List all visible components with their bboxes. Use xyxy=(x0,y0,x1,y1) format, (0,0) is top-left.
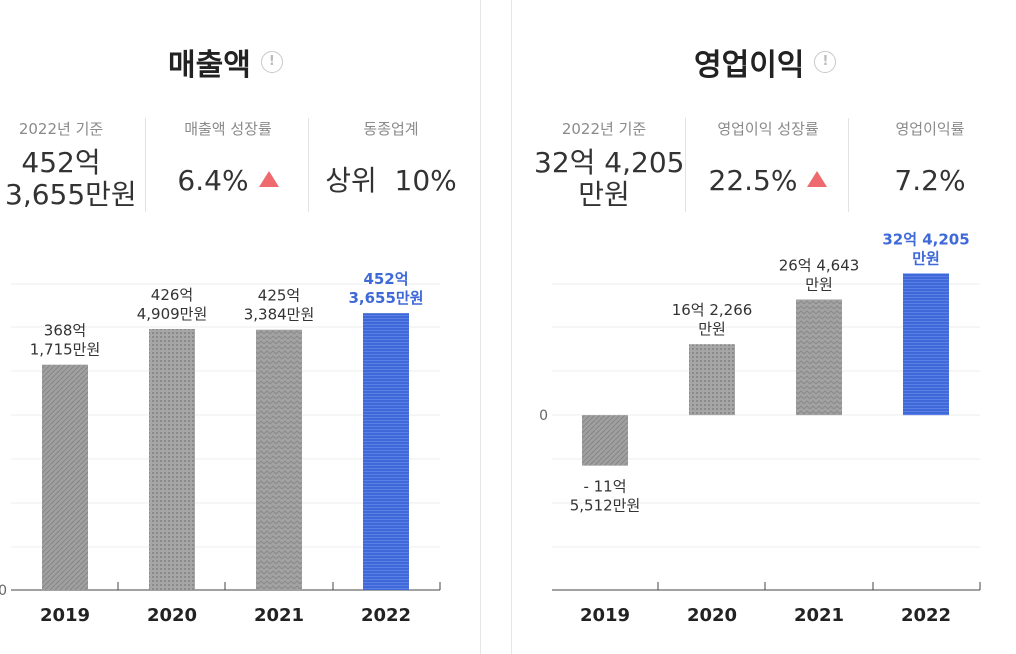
stat-label: 매출액 성장률 xyxy=(184,120,272,138)
data-label: 32억 4,205 xyxy=(882,230,969,248)
stat-label: 영업이익률 xyxy=(895,120,965,138)
x-tick-label: 2020 xyxy=(147,605,197,626)
stat-value-line: 6.4% xyxy=(177,164,249,197)
stat-label: 영업이익 성장률 xyxy=(717,120,819,138)
data-label: 425억 xyxy=(258,287,300,305)
stat-value: 6.4% xyxy=(150,165,306,197)
data-label: 16억 2,266 xyxy=(672,301,753,319)
stat-divider xyxy=(685,118,686,212)
revenue-stat-base: 2022년 기준 452억 3,655만원 xyxy=(5,118,137,211)
bar xyxy=(796,299,842,416)
data-label: 426억 xyxy=(151,286,193,304)
stat-value-line: 22.5% xyxy=(708,164,798,197)
stat-divider xyxy=(145,118,146,212)
data-label: - 11억 xyxy=(583,478,626,496)
data-label: 3,655만원 xyxy=(348,289,423,307)
panel-divider xyxy=(511,0,512,654)
revenue-title-text: 매출액 xyxy=(168,48,251,83)
stat-value-line: 452억 xyxy=(21,146,101,179)
data-label: 368억 xyxy=(44,322,86,340)
stat-value-line: 상위 10% xyxy=(325,164,457,197)
info-icon[interactable]: ! xyxy=(814,51,837,73)
stat-value-line: 3,655만원 xyxy=(5,178,137,211)
profit-stat-base: 2022년 기준 32억 4,205 만원 xyxy=(534,118,685,211)
bar xyxy=(149,328,195,590)
trend-up-icon xyxy=(258,171,279,187)
bar xyxy=(256,329,302,590)
stat-label: 2022년 기준 xyxy=(561,120,647,138)
profit-stat-growth: 영업이익 성장률 22.5% xyxy=(690,118,846,197)
bar xyxy=(582,415,628,466)
bar-highlight xyxy=(903,273,949,416)
profit-stat-margin: 영업이익률 7.2% xyxy=(852,118,1008,197)
data-label: 5,512만원 xyxy=(570,497,641,515)
stat-value-line: 7.2% xyxy=(894,164,966,197)
x-tick-label: 2021 xyxy=(794,605,844,626)
x-tick-label: 2022 xyxy=(361,605,411,626)
stat-divider xyxy=(848,118,849,212)
bar-highlight xyxy=(363,313,409,590)
stat-value: 22.5% xyxy=(690,165,846,197)
y-tick-label: 0 xyxy=(0,583,7,599)
data-label: 만원 xyxy=(805,275,833,293)
x-tick-label: 2020 xyxy=(687,605,737,626)
bar xyxy=(42,364,88,590)
data-label: 26억 4,643 xyxy=(779,256,860,274)
bar xyxy=(689,344,735,416)
data-label: 만원 xyxy=(698,320,726,338)
stat-value-line: 32억 4,205 xyxy=(534,146,685,179)
stat-value-line: 만원 xyxy=(578,178,630,211)
y-tick-label: 0 xyxy=(539,408,548,424)
revenue-stat-industry: 동종업계 상위 10% xyxy=(312,118,470,197)
x-tick-label: 2019 xyxy=(580,605,630,626)
data-label: 3,384만원 xyxy=(244,306,315,324)
info-icon[interactable]: ! xyxy=(260,51,283,73)
x-tick-label: 2019 xyxy=(40,605,90,626)
stat-divider xyxy=(308,118,309,212)
revenue-title: 매출액 ! xyxy=(168,40,283,84)
stat-label: 동종업계 xyxy=(363,120,419,138)
data-label: 만원 xyxy=(912,249,940,267)
operating-profit-title-text: 영업이익 xyxy=(694,48,805,83)
x-tick-label: 2022 xyxy=(901,605,951,626)
operating-profit-title: 영업이익 ! xyxy=(694,40,837,84)
data-label: 1,715만원 xyxy=(30,341,101,359)
panel-divider xyxy=(480,0,481,654)
data-label: 4,909만원 xyxy=(137,305,208,323)
x-tick-label: 2021 xyxy=(254,605,304,626)
data-label: 452억 xyxy=(363,270,408,288)
revenue-stat-growth: 매출액 성장률 6.4% xyxy=(150,118,306,197)
stat-value: 452억 3,655만원 xyxy=(5,146,137,211)
stat-value: 32억 4,205 만원 xyxy=(534,146,685,211)
stat-label: 2022년 기준 xyxy=(18,120,104,138)
trend-up-icon xyxy=(807,171,828,187)
